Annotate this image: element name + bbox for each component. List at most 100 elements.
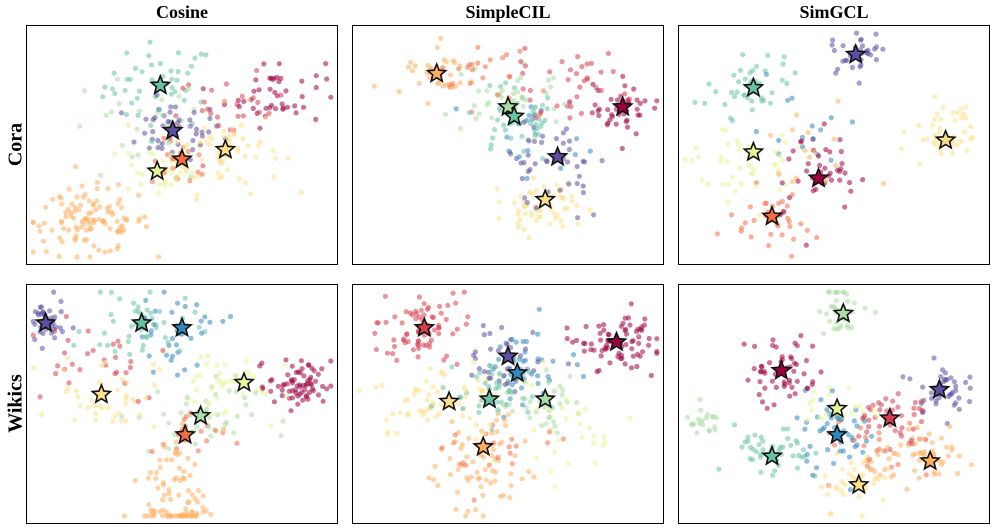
scatter-point bbox=[159, 141, 165, 147]
scatter-point bbox=[157, 107, 163, 113]
scatter-point bbox=[828, 157, 834, 163]
scatter-point bbox=[805, 161, 811, 167]
scatter-point bbox=[119, 413, 125, 419]
scatter-point bbox=[622, 315, 628, 321]
scatter-point bbox=[507, 396, 513, 402]
scatter-point bbox=[787, 223, 793, 230]
scatter-point bbox=[554, 430, 560, 436]
scatter-point bbox=[328, 358, 334, 364]
scatter-point bbox=[854, 442, 860, 448]
scatter-point bbox=[74, 194, 80, 200]
scatter-point bbox=[157, 60, 163, 67]
scatter-point bbox=[254, 67, 260, 74]
scatter-point bbox=[298, 358, 304, 364]
scatter-point bbox=[567, 373, 573, 379]
scatter-point bbox=[373, 384, 379, 390]
scatter-point bbox=[126, 333, 132, 339]
scatter-point bbox=[192, 55, 198, 61]
scatter-point bbox=[847, 487, 853, 493]
scatter-point bbox=[599, 158, 605, 164]
scatter-point bbox=[525, 147, 531, 154]
scatter-point bbox=[127, 364, 133, 371]
scatter-point bbox=[78, 202, 84, 208]
scatter-point bbox=[550, 419, 557, 425]
scatter-point bbox=[853, 404, 859, 410]
scatter-point bbox=[486, 462, 492, 468]
scatter-point bbox=[450, 331, 456, 337]
scatter-point bbox=[789, 127, 796, 133]
scatter-point bbox=[164, 457, 170, 463]
scatter-point bbox=[475, 476, 481, 482]
scatter-point bbox=[194, 302, 200, 308]
scatter-point bbox=[839, 478, 845, 485]
scatter-point bbox=[929, 395, 935, 401]
scatter-point bbox=[526, 469, 532, 475]
scatter-point bbox=[895, 391, 901, 397]
scatter-point bbox=[223, 379, 229, 385]
scatter-point bbox=[840, 491, 847, 497]
scatter-point bbox=[177, 450, 183, 456]
scatter-point bbox=[524, 199, 530, 206]
scatter-point bbox=[109, 86, 116, 92]
scatter-point bbox=[563, 415, 569, 422]
scatter-point bbox=[697, 396, 703, 403]
scatter-point bbox=[288, 377, 294, 383]
scatter-point bbox=[98, 172, 104, 178]
scatter-point bbox=[292, 103, 298, 109]
scatter-point bbox=[574, 94, 580, 100]
scatter-point bbox=[594, 369, 600, 375]
scatter-point bbox=[153, 469, 160, 476]
scatter-point bbox=[192, 461, 198, 467]
scatter-point bbox=[143, 333, 149, 339]
scatter-point bbox=[416, 338, 422, 344]
scatter-point bbox=[968, 136, 974, 142]
scatter-point bbox=[124, 50, 130, 56]
scatter-point bbox=[920, 137, 926, 143]
scatter-point bbox=[533, 218, 540, 224]
scatter-point bbox=[938, 435, 945, 441]
scatter-point bbox=[139, 347, 145, 353]
scatter-point bbox=[169, 85, 175, 91]
scatter-point bbox=[859, 409, 866, 415]
scatter-point bbox=[288, 408, 294, 414]
scatter-point bbox=[280, 105, 287, 111]
scatter-point bbox=[791, 236, 797, 242]
scatter-point bbox=[136, 218, 142, 224]
scatter-point bbox=[467, 80, 473, 86]
scatter-point bbox=[597, 330, 603, 336]
scatter-point bbox=[144, 307, 150, 313]
scatter-point bbox=[161, 135, 167, 141]
scatter-point bbox=[872, 309, 878, 316]
scatter-point bbox=[520, 86, 526, 92]
scatter-point bbox=[242, 153, 248, 160]
scatter-point bbox=[191, 174, 197, 180]
scatter-point bbox=[789, 355, 795, 362]
scatter-point bbox=[187, 174, 193, 180]
scatter-point bbox=[880, 46, 886, 52]
scatter-point bbox=[944, 444, 950, 450]
scatter-point bbox=[804, 227, 810, 233]
prototype-star-icon bbox=[506, 361, 529, 383]
scatter-point bbox=[543, 421, 549, 427]
scatter-point bbox=[877, 407, 883, 413]
scatter-point bbox=[872, 46, 878, 52]
scatter-point bbox=[200, 163, 206, 169]
scatter-point bbox=[535, 373, 541, 379]
prototype-star-icon bbox=[760, 444, 784, 466]
scatter-point bbox=[489, 430, 495, 436]
scatter-point bbox=[402, 340, 408, 346]
scatter-point bbox=[58, 309, 64, 315]
scatter-point bbox=[871, 408, 877, 414]
scatter-point bbox=[802, 426, 808, 432]
scatter-point bbox=[371, 83, 377, 89]
scatter-point bbox=[96, 216, 102, 222]
scatter-point bbox=[791, 368, 797, 374]
scatter-point bbox=[107, 225, 113, 232]
scatter-point bbox=[634, 363, 640, 370]
scatter-point bbox=[114, 387, 120, 393]
scatter-point bbox=[635, 326, 641, 332]
scatter-point bbox=[161, 492, 167, 498]
scatter-point bbox=[125, 339, 131, 345]
scatter-point bbox=[239, 93, 245, 99]
scatter-point bbox=[424, 397, 430, 403]
